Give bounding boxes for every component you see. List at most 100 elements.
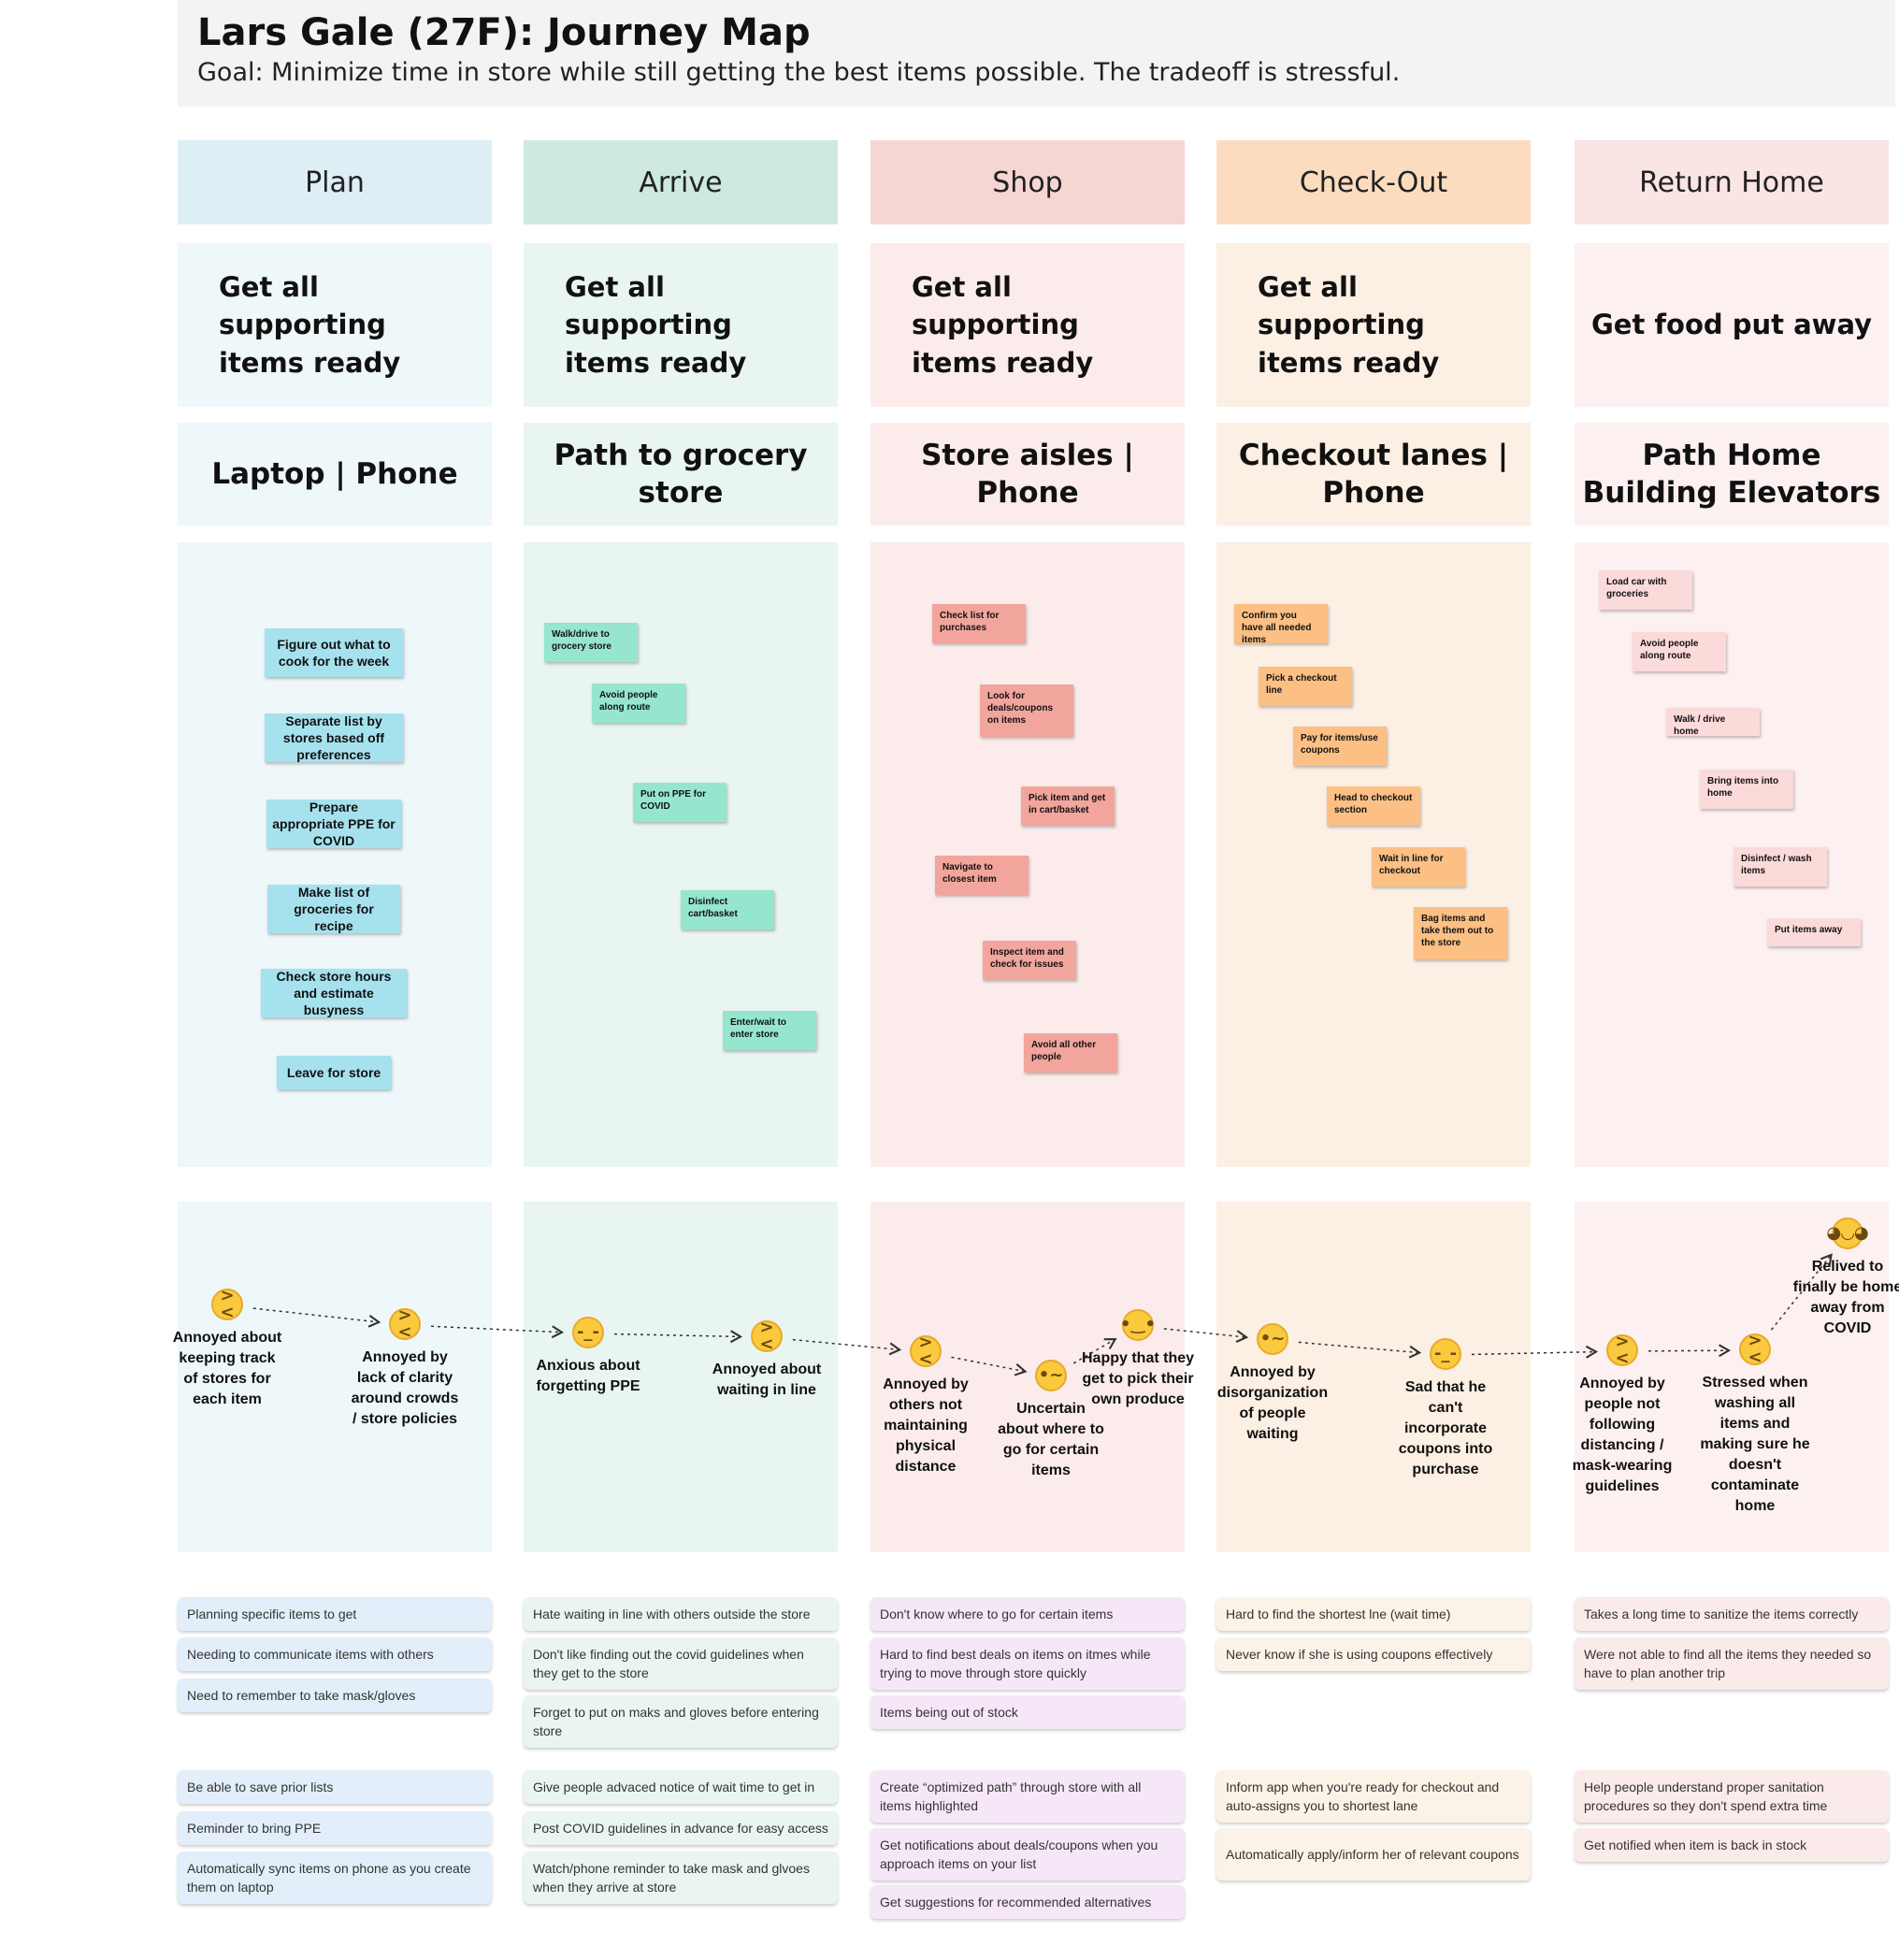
action-sticky[interactable]: Navigate to closest item xyxy=(935,856,1029,895)
emotion-label: Annoyed about keeping track of stores fo… xyxy=(172,1330,282,1408)
page-goal: Goal: Minimize time in store while still… xyxy=(197,58,1401,87)
emotion-label: Annoyed by disorganization of people wai… xyxy=(1216,1364,1329,1443)
phase-channel: Store aisles | Phone xyxy=(870,423,1185,526)
raised-eyebrow-face-icon: •~ xyxy=(1035,1360,1067,1391)
opportunity-card[interactable]: Be able to save prior lists xyxy=(178,1770,492,1805)
phase-goal: Get all supporting items ready xyxy=(524,243,838,407)
phase-column-arrive: Arrive Get all supporting items ready Path… xyxy=(524,0,838,1960)
phase-channel: Path to grocery store xyxy=(524,423,838,526)
action-sticky[interactable]: Avoid all other people xyxy=(1024,1033,1117,1073)
emotion-label: Annoyed by lack of clarity around crowds… xyxy=(351,1349,459,1428)
emotion-point: •~ Annoyed by disorganization of people w… xyxy=(1216,1323,1329,1445)
emotion-point: -_- Anxious about forgetting PPE xyxy=(532,1317,644,1397)
action-sticky[interactable]: Avoid people along route xyxy=(1633,632,1726,671)
action-sticky[interactable]: Walk / drive home xyxy=(1666,708,1760,737)
action-sticky[interactable]: Avoid people along route xyxy=(592,684,685,723)
page-title: Lars Gale (27F): Journey Map xyxy=(197,11,811,54)
action-sticky[interactable]: Disinfect cart/basket xyxy=(681,890,774,930)
action-sticky[interactable]: Pick item and get in cart/basket xyxy=(1021,786,1115,826)
opportunity-card[interactable]: Get notifications about deals/coupons wh… xyxy=(870,1827,1185,1881)
opportunity-card[interactable]: Get notified when item is back in stock xyxy=(1575,1827,1889,1862)
phase-column-shop: Shop Get all supporting items ready Store … xyxy=(870,0,1185,1960)
action-sticky[interactable]: Head to checkout section xyxy=(1327,786,1420,826)
action-sticky[interactable]: Enter/wait to enter store xyxy=(723,1011,816,1050)
phase-goal: Get all supporting items ready xyxy=(1216,243,1531,407)
pain-point-card[interactable]: Were not able to find all the items they… xyxy=(1575,1637,1889,1691)
action-sticky[interactable]: Walk/drive to grocery store xyxy=(544,623,638,662)
action-sticky[interactable]: Inspect item and check for issues xyxy=(983,941,1076,980)
action-sticky[interactable]: Separate list by stores based off prefer… xyxy=(265,713,403,762)
phase-column-plan: Plan Get all supporting items ready Laptop… xyxy=(178,0,492,1960)
header: Lars Gale (27F): Journey Map Goal: Minim… xyxy=(178,0,1895,107)
action-sticky[interactable]: Confirm you have all needed items xyxy=(1234,604,1328,645)
emotion-label: Annoyed by people not following distanci… xyxy=(1572,1376,1673,1495)
emotion-point: •~ Uncertain about where to go for certai… xyxy=(995,1360,1107,1481)
emotion-label: Annoyed by others not maintaining physic… xyxy=(883,1376,969,1476)
pain-point-card[interactable]: Don't know where to go for certain items xyxy=(870,1596,1185,1631)
opportunity-card[interactable]: Automatically apply/inform her of releva… xyxy=(1216,1827,1531,1881)
pain-point-card[interactable]: Needing to communicate items with others xyxy=(178,1637,492,1672)
phase-actions-area: Load car with groceries Avoid people alon… xyxy=(1575,542,1889,1167)
phase-channel: Checkout lanes | Phone xyxy=(1216,423,1531,526)
opportunity-card[interactable]: Get suggestions for recommended alternat… xyxy=(870,1885,1185,1920)
raised-eyebrow-face-icon: •~ xyxy=(1257,1323,1288,1355)
emotion-point: >< Annoyed by lack of clarity around crow… xyxy=(349,1307,461,1430)
pain-point-card[interactable]: Forget to put on maks and gloves before … xyxy=(524,1694,838,1748)
emotion-point: >< Stressed when washing all items and ma… xyxy=(1699,1333,1811,1518)
phase-goal: Get food put away xyxy=(1575,243,1889,407)
pain-point-card[interactable]: Need to remember to take mask/gloves xyxy=(178,1678,492,1712)
action-sticky[interactable]: Leave for store xyxy=(277,1056,391,1089)
action-sticky[interactable]: Figure out what to cook for the week xyxy=(265,628,403,677)
pain-point-card[interactable]: Items being out of stock xyxy=(870,1694,1185,1729)
pain-point-card[interactable]: Don't like finding out the covid guideli… xyxy=(524,1637,838,1691)
opportunity-card[interactable]: Watch/phone reminder to take mask and gl… xyxy=(524,1852,838,1905)
opportunity-card[interactable]: Create “optimized path” through store wi… xyxy=(870,1770,1185,1823)
emotion-label: Anxious about forgetting PPE xyxy=(536,1358,640,1395)
pain-point-card[interactable]: Hard to find best deals on items on itme… xyxy=(870,1637,1185,1691)
action-sticky[interactable]: Put items away xyxy=(1767,918,1861,946)
action-sticky[interactable]: Bring items into home xyxy=(1700,770,1793,809)
pain-point-card[interactable]: Planning specific items to get xyxy=(178,1596,492,1631)
action-sticky[interactable]: Prepare appropriate PPE for COVID xyxy=(266,800,401,848)
phase-emotions-area xyxy=(1575,1202,1889,1552)
opportunity-card[interactable]: Reminder to bring PPE xyxy=(178,1810,492,1845)
phase-header: Plan xyxy=(178,140,492,224)
emotion-point: >< Annoyed by others not maintaining phys… xyxy=(870,1334,982,1477)
phase-header: Return Home xyxy=(1575,140,1889,224)
phase-emotions-area xyxy=(1216,1202,1531,1552)
phase-actions-area: Figure out what to cook for the week Sepa… xyxy=(178,542,492,1167)
smile-face-icon: •‿• xyxy=(1120,1309,1156,1341)
action-sticky[interactable]: Wait in line for checkout xyxy=(1372,847,1465,886)
phase-goal: Get all supporting items ready xyxy=(870,243,1185,407)
phase-actions-area: Confirm you have all needed items Pick a … xyxy=(1216,542,1531,1167)
opportunity-card[interactable]: Inform app when you're ready for checkou… xyxy=(1216,1770,1531,1823)
phase-header: Check-Out xyxy=(1216,140,1531,224)
action-sticky[interactable]: Bag items and take them out to the store xyxy=(1414,907,1507,959)
action-sticky[interactable]: Load car with groceries xyxy=(1599,570,1692,610)
pain-point-card[interactable]: Never know if she is using coupons effec… xyxy=(1216,1637,1531,1672)
phase-channel: Laptop | Phone xyxy=(178,423,492,526)
emotion-point: -_- Sad that he can't incorporate coupons… xyxy=(1389,1338,1502,1480)
action-sticky[interactable]: Look for deals/coupons on items xyxy=(980,685,1073,737)
pain-point-card[interactable]: Hate waiting in line with others outside… xyxy=(524,1596,838,1631)
pain-point-card[interactable]: Hard to find the shortest lne (wait time… xyxy=(1216,1596,1531,1631)
action-sticky[interactable]: Put on PPE for COVID xyxy=(633,783,727,822)
emotion-label: Sad that he can't incorporate coupons in… xyxy=(1398,1379,1493,1478)
tired-face-icon: >< xyxy=(389,1307,421,1341)
phase-emotions-area xyxy=(178,1202,492,1552)
action-sticky[interactable]: Pay for items/use coupons xyxy=(1293,727,1387,766)
grin-face-icon: ◕◡◕ xyxy=(1826,1218,1869,1249)
opportunity-card[interactable]: Automatically sync items on phone as you… xyxy=(178,1852,492,1905)
emotion-point: •‿• Happy that they get to pick their own… xyxy=(1082,1309,1194,1410)
opportunity-card[interactable]: Help people understand proper sanitation… xyxy=(1575,1770,1889,1823)
pain-point-card[interactable]: Takes a long time to sanitize the items … xyxy=(1575,1596,1889,1631)
phase-column-check-out: Check-Out Get all supporting items ready C… xyxy=(1216,0,1531,1960)
phase-emotions-area xyxy=(870,1202,1185,1552)
opportunity-card[interactable]: Give people advaced notice of wait time … xyxy=(524,1770,838,1805)
action-sticky[interactable]: Check list for purchases xyxy=(932,604,1026,643)
action-sticky[interactable]: Make list of groceries for recipe xyxy=(267,885,400,933)
action-sticky[interactable]: Check store hours and estimate busyness xyxy=(261,969,407,1017)
action-sticky[interactable]: Disinfect / wash items xyxy=(1734,847,1827,886)
action-sticky[interactable]: Pick a checkout line xyxy=(1259,667,1352,706)
opportunity-card[interactable]: Post COVID guidelines in advance for eas… xyxy=(524,1810,838,1845)
